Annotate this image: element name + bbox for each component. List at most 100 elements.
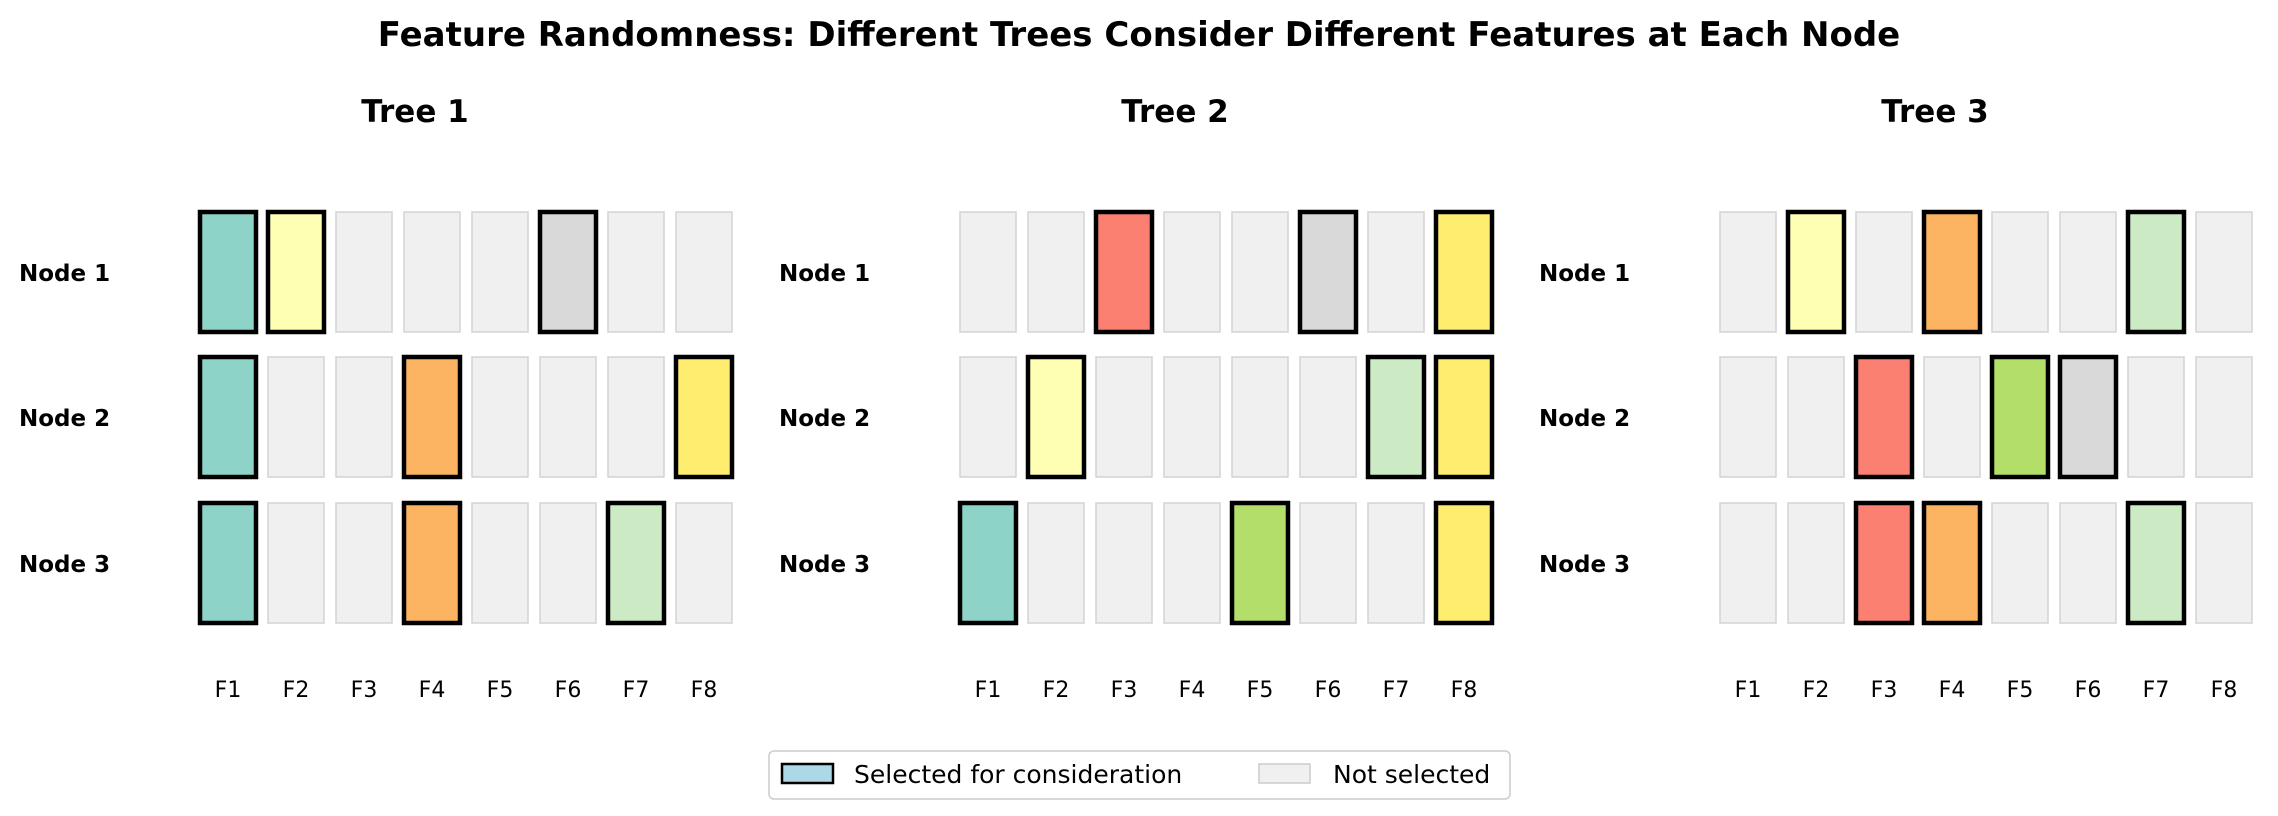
cell-tree1-node3-f4-selected xyxy=(401,500,463,626)
cell-tree2-node2-f6-unselected xyxy=(1299,356,1357,478)
cell-tree3-node3-f2-unselected xyxy=(1787,502,1845,624)
tree-title-2: Tree 2 xyxy=(1121,94,1228,130)
cell-tree3-node2-f3-selected xyxy=(1853,354,1915,480)
tick-label-f8: F8 xyxy=(1451,678,1478,703)
cell-tree3-node3-f8-unselected xyxy=(2195,502,2253,624)
tick-label-f1: F1 xyxy=(1735,678,1762,703)
cell-tree1-node2-f5-unselected xyxy=(471,356,529,478)
cell-tree3-node2-f8-unselected xyxy=(2195,356,2253,478)
legend-frame xyxy=(768,750,1511,800)
node-label-2: Node 2 xyxy=(19,406,110,432)
cell-tree1-node1-f2-selected xyxy=(265,209,327,335)
cell-tree3-node2-f1-unselected xyxy=(1719,356,1777,478)
cell-tree1-node3-f6-unselected xyxy=(539,502,597,624)
cell-tree2-node1-f4-unselected xyxy=(1163,211,1221,333)
tick-label-f6: F6 xyxy=(555,678,582,703)
cell-tree3-node3-f3-selected xyxy=(1853,500,1915,626)
cell-tree1-node1-f5-unselected xyxy=(471,211,529,333)
cell-tree2-node3-f1-selected xyxy=(957,500,1019,626)
tick-label-f4: F4 xyxy=(1179,678,1206,703)
legend-swatch-selected xyxy=(780,762,835,785)
cell-tree3-node2-f4-unselected xyxy=(1923,356,1981,478)
tree-panel-1: Tree 1 Node 1 Node 2 Node 3 F1 F2 F3 F4 F5 F6 F7 F8 xyxy=(19,94,735,703)
cell-tree2-node1-f3-selected xyxy=(1093,209,1155,335)
node-label-1: Node 1 xyxy=(19,261,110,287)
cell-tree1-node1-f3-unselected xyxy=(335,211,393,333)
cell-tree1-node1-f4-unselected xyxy=(403,211,461,333)
node-label-2: Node 2 xyxy=(1539,406,1630,432)
chart-title: Feature Randomness: Different Trees Cons… xyxy=(378,15,1900,55)
node-label-1: Node 1 xyxy=(779,261,870,287)
cell-tree3-node3-f7-selected xyxy=(2125,500,2187,626)
cell-tree1-node2-f4-selected xyxy=(401,354,463,480)
tree-title-1: Tree 1 xyxy=(361,94,468,130)
cell-tree3-node3-f4-selected xyxy=(1921,500,1983,626)
tree-panels: Tree 1 Node 1 Node 2 Node 3 F1 F2 F3 F4 F5 F6 F7 F8… xyxy=(19,94,2253,703)
cell-tree2-node2-f1-unselected xyxy=(959,356,1017,478)
tick-label-f4: F4 xyxy=(1939,678,1966,703)
tick-label-f5: F5 xyxy=(2007,678,2034,703)
cell-tree2-node1-f7-unselected xyxy=(1367,211,1425,333)
legend: Selected for consideration Not selected xyxy=(768,750,1511,800)
node-label-3: Node 3 xyxy=(779,552,870,578)
cell-tree2-node3-f5-selected xyxy=(1229,500,1291,626)
tick-label-f5: F5 xyxy=(487,678,514,703)
tick-label-f8: F8 xyxy=(2211,678,2238,703)
cell-tree1-node1-f7-unselected xyxy=(607,211,665,333)
cell-tree3-node1-f8-unselected xyxy=(2195,211,2253,333)
legend-label-not-selected: Not selected xyxy=(1333,760,1490,789)
tick-label-f1: F1 xyxy=(975,678,1002,703)
cell-tree2-node2-f4-unselected xyxy=(1163,356,1221,478)
tick-label-f4: F4 xyxy=(419,678,446,703)
tick-label-f7: F7 xyxy=(1383,678,1410,703)
cell-tree3-node3-f5-unselected xyxy=(1991,502,2049,624)
tick-label-f2: F2 xyxy=(283,678,310,703)
cell-tree1-node3-f2-unselected xyxy=(267,502,325,624)
tick-label-f7: F7 xyxy=(623,678,650,703)
cell-tree1-node3-f5-unselected xyxy=(471,502,529,624)
tick-label-f6: F6 xyxy=(2075,678,2102,703)
tree-panel-3: Tree 3 Node 1 Node 2 Node 3 F1 F2 F3 F4 F5 F6 F7 F8 xyxy=(1539,94,2253,703)
tree-panel-2: Tree 2 Node 1 Node 2 Node 3 F1 F2 F3 F4 F5 F6 F7 F8 xyxy=(779,94,1495,703)
cell-tree1-node2-f2-unselected xyxy=(267,356,325,478)
tick-label-f2: F2 xyxy=(1043,678,1070,703)
cell-tree1-node1-f1-selected xyxy=(197,209,259,335)
tick-label-f5: F5 xyxy=(1247,678,1274,703)
node-label-3: Node 3 xyxy=(19,552,110,578)
cell-tree1-node2-f1-selected xyxy=(197,354,259,480)
cell-tree3-node1-f2-selected xyxy=(1785,209,1847,335)
cell-tree3-node2-f7-unselected xyxy=(2127,356,2185,478)
cell-tree2-node3-f3-unselected xyxy=(1095,502,1153,624)
cell-tree1-node3-f3-unselected xyxy=(335,502,393,624)
cell-tree1-node2-f7-unselected xyxy=(607,356,665,478)
node-label-1: Node 1 xyxy=(1539,261,1630,287)
tick-label-f7: F7 xyxy=(2143,678,2170,703)
cell-tree1-node2-f8-selected xyxy=(673,354,735,480)
cell-tree1-node3-f7-selected xyxy=(605,500,667,626)
cell-tree2-node3-f2-unselected xyxy=(1027,502,1085,624)
tick-label-f3: F3 xyxy=(1871,678,1898,703)
cell-tree2-node2-f8-selected xyxy=(1433,354,1495,480)
cell-tree2-node3-f6-unselected xyxy=(1299,502,1357,624)
cell-tree3-node2-f5-selected xyxy=(1989,354,2051,480)
cell-tree2-node2-f7-selected xyxy=(1365,354,1427,480)
cell-tree3-node2-f2-unselected xyxy=(1787,356,1845,478)
legend-label-selected: Selected for consideration xyxy=(854,760,1182,789)
cell-tree3-node2-f6-selected xyxy=(2057,354,2119,480)
cell-tree1-node1-f8-unselected xyxy=(675,211,733,333)
cell-tree1-node1-f6-selected xyxy=(537,209,599,335)
cell-tree2-node2-f2-selected xyxy=(1025,354,1087,480)
cell-tree3-node1-f5-unselected xyxy=(1991,211,2049,333)
cell-tree3-node1-f7-selected xyxy=(2125,209,2187,335)
cell-tree3-node1-f3-unselected xyxy=(1855,211,1913,333)
tree-title-3: Tree 3 xyxy=(1881,94,1988,130)
cell-tree2-node1-f1-unselected xyxy=(959,211,1017,333)
cell-tree3-node1-f1-unselected xyxy=(1719,211,1777,333)
cell-tree2-node2-f3-unselected xyxy=(1095,356,1153,478)
cell-tree2-node1-f5-unselected xyxy=(1231,211,1289,333)
cell-tree2-node1-f6-selected xyxy=(1297,209,1359,335)
tick-label-f1: F1 xyxy=(215,678,242,703)
cell-tree1-node3-f1-selected xyxy=(197,500,259,626)
cell-tree3-node3-f1-unselected xyxy=(1719,502,1777,624)
cell-tree2-node3-f8-selected xyxy=(1433,500,1495,626)
